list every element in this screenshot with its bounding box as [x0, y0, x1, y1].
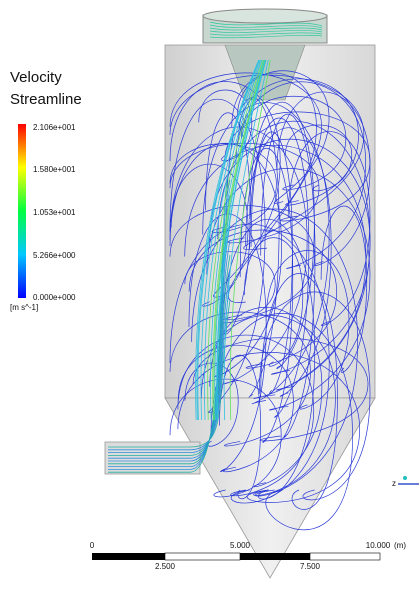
- scale-segment: [92, 553, 165, 560]
- scale-label: 0: [90, 541, 95, 550]
- streamline: [188, 229, 337, 369]
- streamline: [249, 117, 310, 418]
- streamline: [265, 250, 350, 410]
- streamline: [200, 59, 261, 421]
- streamline: [219, 354, 261, 500]
- streamline: [213, 59, 266, 421]
- streamline: [169, 223, 330, 504]
- cone: [164, 397, 376, 579]
- streamline: [108, 269, 231, 453]
- legend-title: Streamline: [10, 91, 82, 108]
- streamline: [169, 378, 282, 498]
- scale-label: 2.500: [155, 562, 176, 571]
- streamline: [205, 112, 251, 335]
- streamline: [214, 59, 266, 421]
- scale-label: 7.500: [300, 562, 321, 571]
- legend-label: 2.106e+001: [33, 123, 76, 132]
- streamlines: [108, 21, 371, 531]
- outlet-rim: [202, 8, 328, 24]
- streamline: [209, 24, 323, 29]
- streamline: [212, 59, 265, 421]
- streamline: [209, 32, 323, 36]
- streamline: [170, 163, 249, 307]
- streamline: [260, 114, 316, 438]
- legend-label: 1.053e+001: [33, 208, 76, 217]
- color-bar: [18, 124, 26, 298]
- legend-unit: [m s^-1]: [10, 303, 38, 312]
- streamline: [169, 74, 365, 250]
- streamline: [108, 284, 231, 451]
- streamline: [169, 143, 277, 233]
- streamline: [260, 273, 338, 510]
- streamline: [169, 72, 322, 303]
- streamline: [169, 81, 281, 298]
- scale-segment: [309, 552, 381, 561]
- axis-dot: [403, 476, 407, 480]
- streamline: [240, 96, 347, 191]
- streamline: [108, 239, 231, 459]
- streamline: [209, 306, 323, 488]
- streamline: [177, 334, 315, 497]
- legend-label: 1.580e+001: [33, 165, 76, 174]
- streamline: [209, 27, 323, 31]
- streamline: [197, 59, 260, 421]
- geometry: [104, 8, 376, 579]
- streamline: [320, 205, 368, 373]
- axis-triad: z: [392, 476, 419, 488]
- legend-label: 5.266e+000: [33, 251, 76, 260]
- streamline: [196, 59, 260, 421]
- scale-label: 5.000: [230, 541, 251, 550]
- streamline: [285, 124, 353, 192]
- scale-segment: [240, 553, 310, 560]
- scale-segment: [164, 552, 241, 561]
- streamline: [245, 127, 332, 397]
- streamline: [169, 311, 311, 447]
- scale-label: 10.000: [366, 541, 391, 550]
- axis-label: z: [392, 479, 396, 488]
- streamline: [276, 91, 371, 266]
- streamline: [209, 30, 323, 33]
- streamline: [223, 59, 269, 421]
- streamline: [195, 59, 260, 421]
- streamline: [108, 224, 231, 462]
- scale-bar: [92, 552, 381, 561]
- streamline: [229, 59, 271, 421]
- streamline: [204, 59, 263, 421]
- streamline: [210, 313, 353, 531]
- streamline: [209, 21, 323, 27]
- streamline: [236, 70, 330, 204]
- streamline: [258, 291, 371, 501]
- streamline: [108, 254, 231, 456]
- streamline: [188, 213, 267, 472]
- legend-title: Velocity: [10, 69, 62, 86]
- streamline: [207, 59, 264, 421]
- scale-unit: (m): [394, 541, 406, 550]
- streamline: [108, 209, 231, 465]
- streamline: [209, 34, 323, 39]
- streamline: [216, 59, 267, 421]
- legend-label: 0.000e+000: [33, 293, 76, 302]
- streamline: [250, 131, 293, 395]
- streamline: [192, 337, 369, 442]
- streamline: [210, 59, 265, 421]
